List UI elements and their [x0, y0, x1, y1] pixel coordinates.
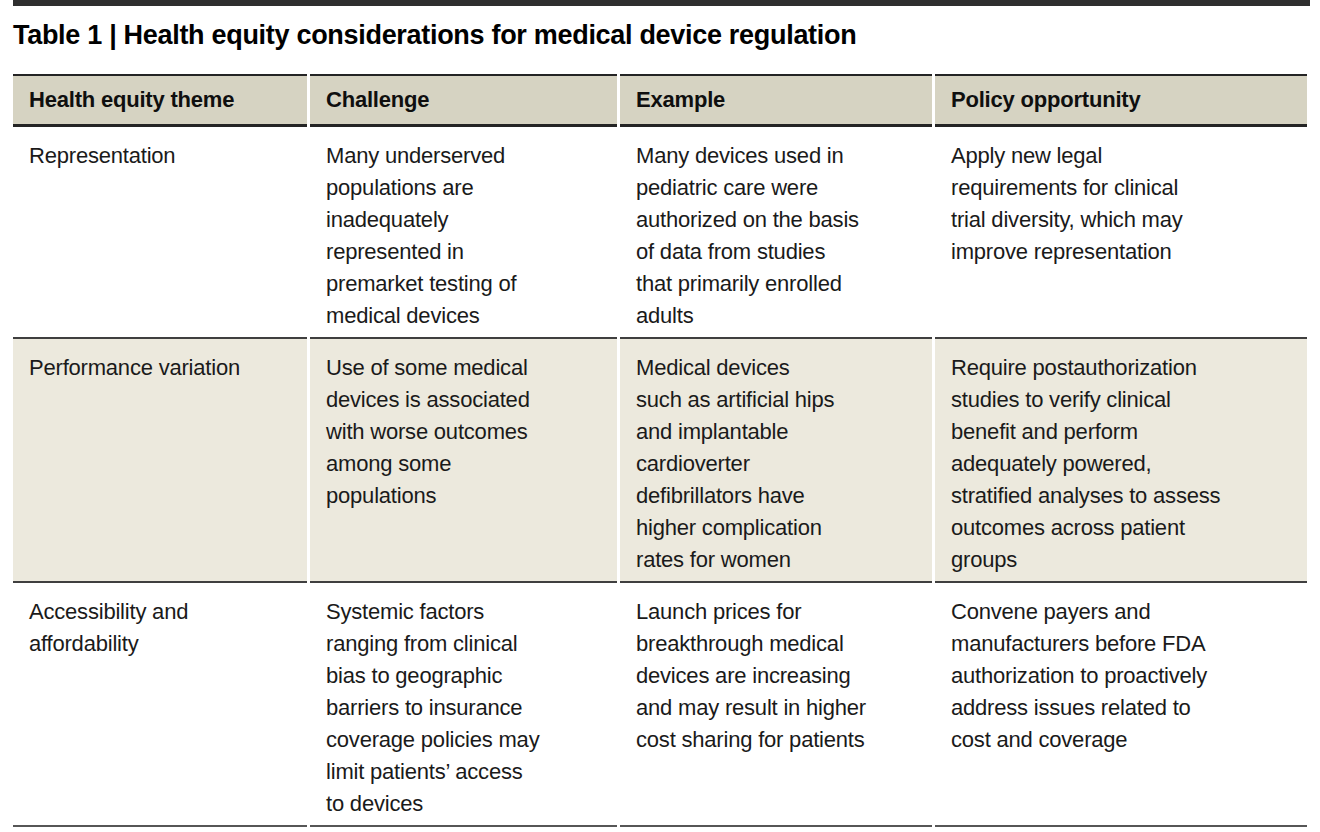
cell-example: Launch prices for breakthrough medical d…	[620, 583, 932, 827]
cell-theme: Performance variation	[13, 339, 307, 583]
cell-policy-opportunity: Apply new legal requirements for clinica…	[935, 127, 1307, 339]
cell-example: Many devices used in pediatric care were…	[620, 127, 932, 339]
cell-policy-opportunity: Convene payers and manufacturers before …	[935, 583, 1307, 827]
table-row-representation: Representation Many underserved populati…	[13, 127, 1307, 339]
top-divider-rule	[13, 0, 1310, 6]
table-row-performance-variation: Performance variation Use of some medica…	[13, 339, 1307, 583]
table-body: Representation Many underserved populati…	[13, 127, 1307, 827]
table-title: Table 1 | Health equity considerations f…	[13, 18, 1307, 52]
cell-example: Medical devices such as artificial hips …	[620, 339, 932, 583]
cell-challenge: Many underserved populations are inadequ…	[310, 127, 617, 339]
article-table-page: Table 1 | Health equity considerations f…	[0, 0, 1320, 832]
column-header-challenge: Challenge	[310, 74, 617, 127]
cell-policy-opportunity: Require postauthorization studies to ver…	[935, 339, 1307, 583]
header-row: Health equity theme Challenge Example Po…	[13, 74, 1307, 127]
health-equity-table: Health equity theme Challenge Example Po…	[10, 74, 1310, 827]
column-header-example: Example	[620, 74, 932, 127]
cell-challenge: Systemic factors ranging from clinical b…	[310, 583, 617, 827]
column-header-policy-opportunity: Policy opportunity	[935, 74, 1307, 127]
table-header: Health equity theme Challenge Example Po…	[13, 74, 1307, 127]
table-row-accessibility-affordability: Accessibility and affordability Systemic…	[13, 583, 1307, 827]
cell-theme: Accessibility and affordability	[13, 583, 307, 827]
cell-theme: Representation	[13, 127, 307, 339]
cell-challenge: Use of some medical devices is associate…	[310, 339, 617, 583]
column-header-health-equity-theme: Health equity theme	[13, 74, 307, 127]
